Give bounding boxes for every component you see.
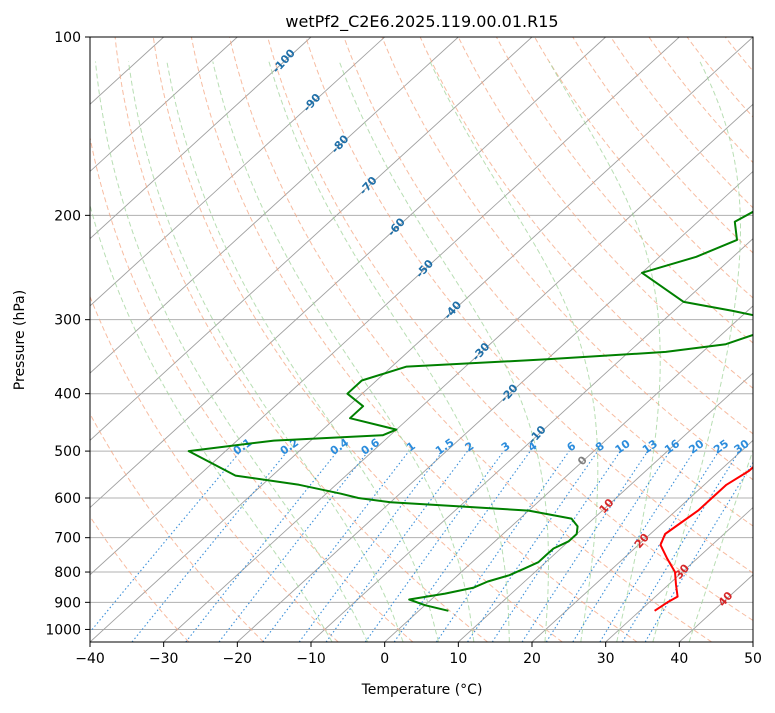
moist-adiabat-line — [688, 448, 753, 642]
dry-adiabat-line — [229, 37, 712, 642]
mixing-ratio-line — [572, 450, 695, 642]
x-tick-label: 40 — [670, 651, 688, 667]
isotherm-line — [384, 305, 753, 642]
mixing-ratio-line — [393, 450, 531, 642]
x-tick-label: −30 — [149, 651, 179, 667]
dry-adiabat-line — [90, 135, 414, 642]
moist-adiabat-line — [652, 61, 741, 642]
moist-adiabat-line — [429, 61, 599, 642]
x-tick-label: 30 — [597, 651, 615, 667]
isotherm-line — [90, 37, 753, 642]
dry-adiabat-line — [343, 37, 753, 527]
y-tick-label: 800 — [54, 565, 81, 581]
isotherm-line — [90, 37, 680, 576]
dry-adiabat-line — [534, 37, 753, 299]
dry-adiabat-line — [267, 37, 753, 622]
x-tick-label: 10 — [449, 651, 467, 667]
moist-adiabat-line — [548, 61, 661, 642]
mixing-ratio-line — [545, 450, 671, 642]
dry-adiabat-line — [90, 515, 190, 642]
isotherm-line — [90, 37, 238, 173]
y-tick-label: 100 — [54, 30, 81, 46]
dry-adiabat-line — [495, 37, 753, 344]
mixing-ratio-line — [621, 450, 740, 642]
moist-adiabat-line — [166, 61, 439, 642]
moist-adiabat-line — [338, 61, 549, 642]
temperature-profile-line — [654, 465, 753, 612]
x-tick-label: −20 — [223, 651, 253, 667]
x-tick-label: 0 — [380, 651, 389, 667]
dry-adiabat-line — [419, 37, 753, 435]
dry-adiabat-line — [457, 37, 753, 389]
mixing-ratio-line — [185, 450, 339, 642]
y-tick-label: 1000 — [45, 622, 81, 638]
mixing-ratio-line — [467, 450, 599, 642]
dry-adiabat-line — [190, 37, 638, 642]
mixing-ratio-line — [364, 450, 505, 642]
moist-adiabat-line — [268, 61, 510, 642]
dry-adiabat-line — [90, 295, 339, 642]
moist-adiabat-line — [212, 61, 475, 642]
chart-title: wetPf2_C2E6.2025.119.00.01.R15 — [285, 12, 558, 32]
y-tick-label: 600 — [54, 491, 81, 507]
y-tick-label: 300 — [54, 313, 81, 329]
x-tick-label: 50 — [744, 651, 762, 667]
x-tick-label: 20 — [523, 651, 541, 667]
isotherm-line — [90, 37, 606, 509]
isotherm-line — [90, 37, 385, 307]
isotherm-line — [163, 103, 753, 642]
axes: −40 −30 −20 −10 0 10 20 30 40 50 100 200 300 400 500 60… — [45, 30, 762, 667]
dry-adiabat-line — [381, 37, 753, 481]
mixing-ratio-line — [298, 450, 444, 642]
y-tick-label: 900 — [54, 595, 81, 611]
mixing-ratio-line — [435, 450, 570, 642]
isotherm-line — [605, 506, 753, 642]
dewpoint-profile-line — [187, 210, 753, 612]
y-tick-label: 500 — [54, 444, 81, 460]
mixing-ratio-line — [131, 450, 289, 642]
dry-adiabat-line — [610, 37, 753, 209]
moist-adiabat-line — [90, 203, 333, 642]
y-tick-label: 700 — [54, 531, 81, 547]
mixing-ratio-line — [325, 450, 468, 642]
mixing-ratio-line — [521, 450, 649, 642]
mixing-ratio-line — [491, 450, 621, 642]
x-tick-label: −10 — [296, 651, 326, 667]
y-axis-label: Pressure (hPa) — [12, 290, 28, 390]
background-lines — [90, 37, 753, 642]
profile-lines — [187, 210, 753, 612]
x-tick-label: −40 — [75, 651, 105, 667]
isotherm-line — [90, 37, 312, 240]
isotherm-line — [90, 37, 459, 374]
dry-adiabat-line — [305, 37, 753, 574]
isotherm-line — [90, 37, 533, 441]
isotherm-line — [531, 439, 753, 642]
y-tick-label: 200 — [54, 208, 81, 224]
moist-adiabat-line — [128, 61, 404, 642]
x-axis-label: Temperature (°C) — [361, 682, 483, 698]
moist-adiabat-line — [95, 61, 369, 642]
mixing-ratio-line — [90, 450, 242, 633]
isotherm-line — [237, 170, 753, 642]
plot-frame — [89, 36, 754, 643]
y-tick-label: 400 — [54, 387, 81, 403]
